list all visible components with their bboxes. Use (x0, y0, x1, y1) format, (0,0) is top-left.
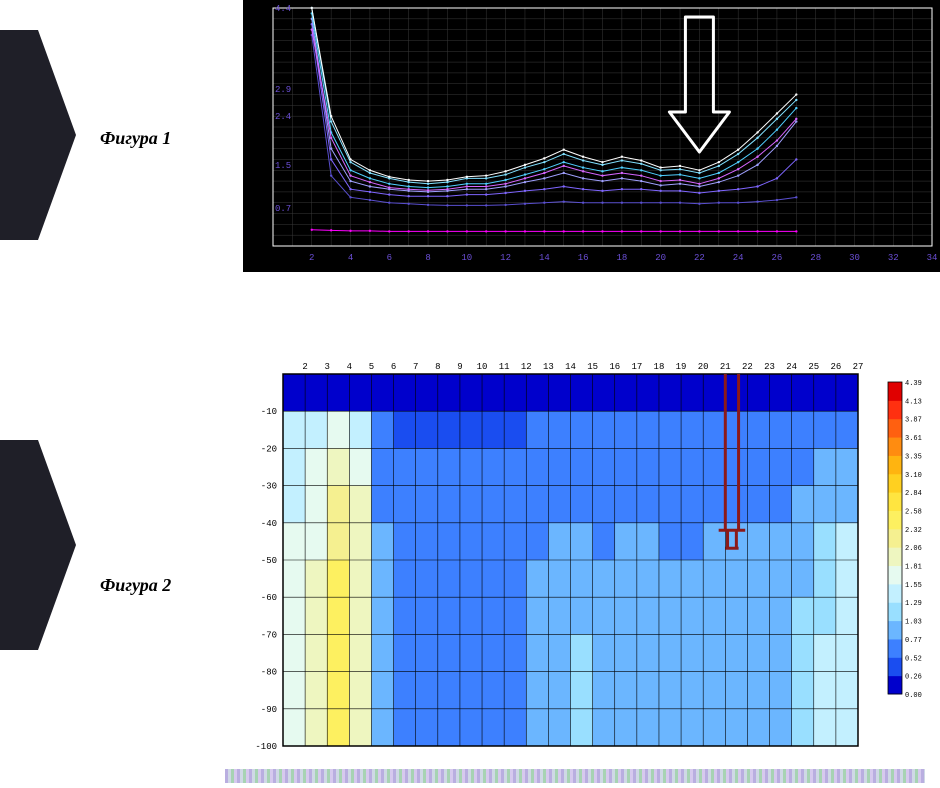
svg-text:-60: -60 (261, 593, 277, 603)
svg-text:24: 24 (786, 362, 797, 372)
svg-text:0.52: 0.52 (905, 655, 922, 663)
svg-text:3.87: 3.87 (905, 417, 922, 425)
svg-text:17: 17 (631, 362, 642, 372)
svg-text:22: 22 (742, 362, 753, 372)
svg-text:26: 26 (830, 362, 841, 372)
svg-text:11: 11 (499, 362, 510, 372)
svg-text:16: 16 (578, 253, 589, 263)
svg-text:1.03: 1.03 (905, 619, 922, 627)
svg-text:19: 19 (676, 362, 687, 372)
svg-text:1.29: 1.29 (905, 600, 922, 608)
svg-text:2.9: 2.9 (275, 85, 291, 95)
svg-text:8: 8 (425, 253, 430, 263)
page: Фигура 1 Фигура 2 2468101214161820222426… (0, 0, 940, 788)
chart1: 2468101214161820222426283032340.71.52.42… (243, 0, 940, 272)
svg-text:1.81: 1.81 (905, 564, 922, 572)
chart2: 2345678910111213141516171819202122232425… (243, 356, 936, 756)
svg-text:0.7: 0.7 (275, 204, 291, 214)
svg-text:3.35: 3.35 (905, 453, 922, 461)
svg-text:32: 32 (888, 253, 899, 263)
svg-text:2.4: 2.4 (275, 112, 291, 122)
nav-arrow-1 (0, 30, 78, 240)
svg-text:2: 2 (309, 253, 314, 263)
svg-text:10: 10 (477, 362, 488, 372)
svg-text:-50: -50 (261, 556, 277, 566)
svg-text:18: 18 (616, 253, 627, 263)
svg-text:7: 7 (413, 362, 418, 372)
svg-text:34: 34 (927, 253, 938, 263)
svg-text:1.5: 1.5 (275, 161, 291, 171)
svg-text:0.00: 0.00 (905, 692, 922, 700)
svg-text:-70: -70 (261, 630, 277, 640)
svg-text:24: 24 (733, 253, 744, 263)
svg-text:18: 18 (654, 362, 665, 372)
svg-text:3.61: 3.61 (905, 435, 922, 443)
svg-text:1.55: 1.55 (905, 582, 922, 590)
footer-stripe (225, 769, 925, 783)
figure1-label: Фигура 1 (100, 128, 171, 149)
svg-text:4.4: 4.4 (275, 4, 291, 14)
svg-text:12: 12 (500, 253, 511, 263)
svg-text:4.39: 4.39 (905, 380, 922, 388)
svg-text:16: 16 (609, 362, 620, 372)
svg-text:-20: -20 (261, 444, 277, 454)
svg-text:-30: -30 (261, 482, 277, 492)
figure2-label: Фигура 2 (100, 575, 171, 596)
svg-text:2: 2 (302, 362, 307, 372)
svg-text:0.26: 0.26 (905, 674, 922, 682)
svg-text:12: 12 (521, 362, 532, 372)
svg-text:15: 15 (587, 362, 598, 372)
svg-text:2.32: 2.32 (905, 527, 922, 535)
svg-text:-90: -90 (261, 705, 277, 715)
svg-text:8: 8 (435, 362, 440, 372)
svg-text:30: 30 (849, 253, 860, 263)
svg-text:2.84: 2.84 (905, 490, 922, 498)
chart1-svg: 2468101214161820222426283032340.71.52.42… (245, 2, 938, 270)
svg-text:25: 25 (808, 362, 819, 372)
svg-text:-10: -10 (261, 407, 277, 417)
svg-text:-80: -80 (261, 668, 277, 678)
svg-text:21: 21 (720, 362, 731, 372)
chart2-svg: 2345678910111213141516171819202122232425… (243, 356, 936, 756)
svg-text:20: 20 (698, 362, 709, 372)
svg-text:4: 4 (347, 362, 352, 372)
svg-text:5: 5 (369, 362, 374, 372)
svg-text:14: 14 (565, 362, 576, 372)
svg-text:3.10: 3.10 (905, 472, 922, 480)
svg-text:4.13: 4.13 (905, 398, 922, 406)
svg-text:6: 6 (391, 362, 396, 372)
svg-text:9: 9 (457, 362, 462, 372)
svg-text:23: 23 (764, 362, 775, 372)
svg-text:6: 6 (387, 253, 392, 263)
svg-text:-100: -100 (255, 742, 277, 752)
svg-text:20: 20 (655, 253, 666, 263)
svg-text:-40: -40 (261, 519, 277, 529)
svg-text:2.06: 2.06 (905, 545, 922, 553)
svg-text:0.77: 0.77 (905, 637, 922, 645)
svg-text:14: 14 (539, 253, 550, 263)
svg-text:3: 3 (325, 362, 330, 372)
svg-text:2.58: 2.58 (905, 508, 922, 516)
svg-text:4: 4 (348, 253, 353, 263)
svg-text:26: 26 (772, 253, 783, 263)
nav-arrow-2 (0, 440, 78, 650)
svg-text:13: 13 (543, 362, 554, 372)
svg-text:28: 28 (810, 253, 821, 263)
svg-text:10: 10 (461, 253, 472, 263)
svg-text:22: 22 (694, 253, 705, 263)
svg-text:27: 27 (853, 362, 864, 372)
